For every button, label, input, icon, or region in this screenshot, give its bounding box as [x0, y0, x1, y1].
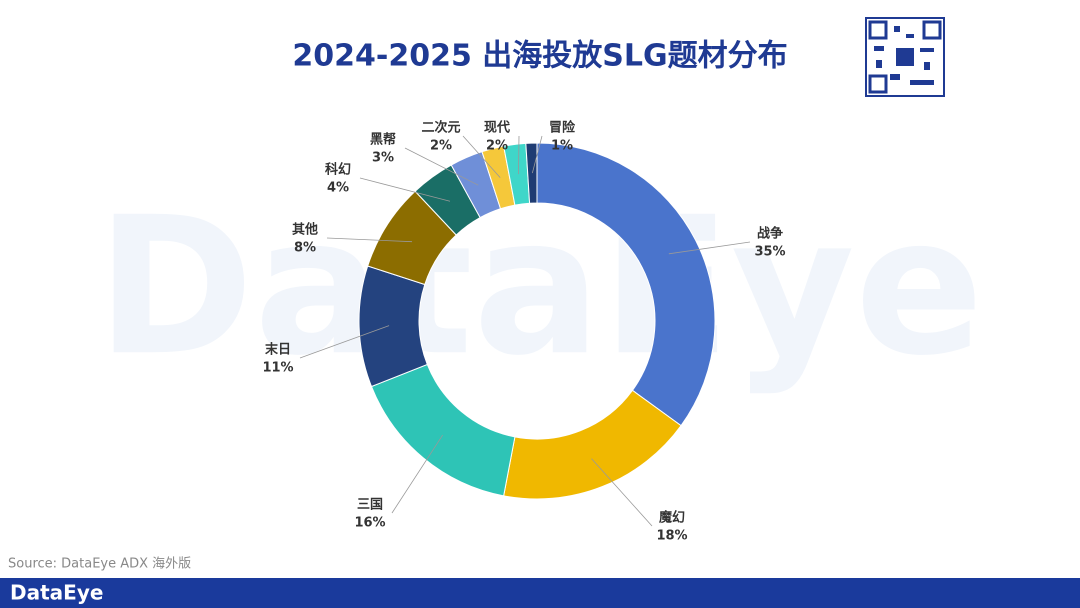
- value-label: 4%: [327, 181, 349, 196]
- category-label: 三国: [357, 498, 383, 513]
- category-label: 现代: [484, 120, 510, 136]
- category-label: 战争: [757, 226, 783, 242]
- value-label: 1%: [551, 139, 573, 154]
- leader-line: [518, 135, 520, 175]
- category-label: 科幻: [325, 162, 351, 178]
- leader-line: [359, 177, 451, 202]
- category-label: 二次元: [421, 120, 460, 136]
- leader-line: [326, 237, 413, 243]
- leader-line: [391, 434, 443, 514]
- leader-line: [668, 241, 751, 255]
- footer-bar: [0, 578, 1080, 608]
- value-label: 2%: [486, 139, 508, 154]
- category-label: 其他: [292, 222, 318, 238]
- watermark: DataEye: [96, 176, 983, 397]
- leader-line: [299, 325, 390, 359]
- donut-slice: [358, 265, 428, 388]
- category-label: 魔幻: [659, 510, 685, 526]
- category-label: 黑帮: [370, 132, 396, 148]
- leader-line: [404, 147, 479, 186]
- donut-slice: [536, 142, 716, 427]
- category-label: 冒险: [549, 120, 576, 136]
- value-label: 2%: [430, 139, 452, 154]
- donut-slice: [525, 142, 538, 204]
- leader-line: [591, 458, 653, 527]
- value-label: 18%: [656, 529, 687, 544]
- leader-line: [462, 135, 501, 178]
- footer-logo: DataEye: [10, 581, 103, 605]
- donut-chart: 战争 35% 魔幻 18% 三国 16% 末日 11% 其他 8% 科幻 4% 黑帮 3% 二次元 2% 现代 2…: [262, 120, 785, 544]
- chart-title: 2024-2025 出海投放SLG题材分布: [292, 39, 787, 74]
- category-label: 末日: [264, 342, 291, 358]
- value-label: 3%: [372, 151, 394, 166]
- value-label: 16%: [354, 516, 385, 531]
- source-note: Source: DataEye ADX 海外版: [8, 557, 191, 572]
- value-label: 11%: [262, 361, 293, 376]
- leader-line: [531, 135, 543, 174]
- qr-code: [865, 17, 945, 97]
- value-label: 8%: [294, 241, 316, 256]
- value-label: 35%: [754, 245, 785, 260]
